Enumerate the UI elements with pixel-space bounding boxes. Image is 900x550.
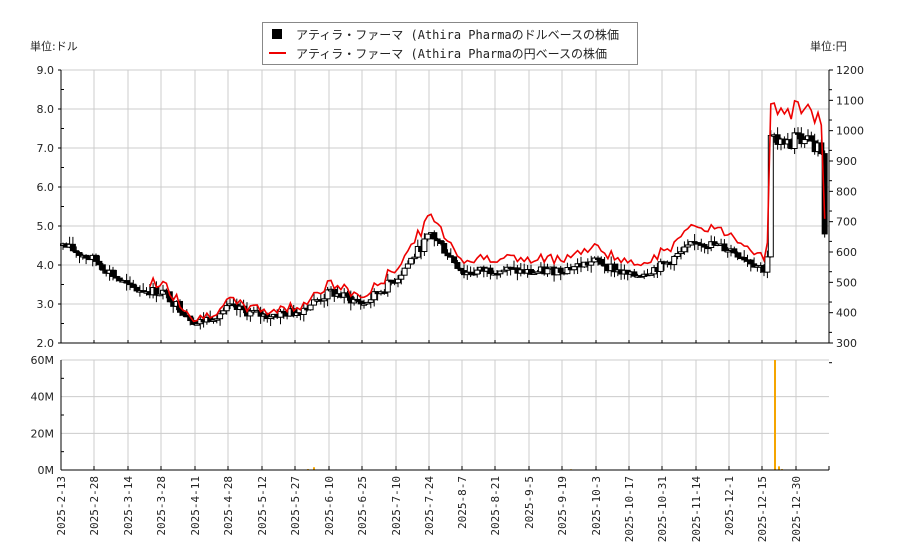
right-axis-unit: 単位:円 — [810, 40, 847, 53]
svg-text:0M: 0M — [38, 464, 55, 477]
volume-bars — [307, 360, 783, 470]
svg-text:2025-5-12: 2025-5-12 — [256, 476, 269, 536]
svg-text:2025-10-31: 2025-10-31 — [656, 476, 669, 542]
svg-text:2025-7-10: 2025-7-10 — [390, 476, 403, 536]
svg-text:900: 900 — [836, 155, 857, 168]
svg-text:2025-6-25: 2025-6-25 — [356, 476, 369, 536]
left-axis-unit: 単位:ドル — [30, 40, 78, 53]
svg-text:2025-7-24: 2025-7-24 — [423, 476, 436, 536]
legend-item-jpy: アティラ・ファーマ (Athira Pharmaの円ベースの株価 — [269, 44, 607, 62]
legend-label-usd: アティラ・ファーマ (Athira Pharmaのドルベースの株価 — [296, 27, 620, 42]
svg-text:600: 600 — [836, 246, 857, 259]
axes-frame — [58, 69, 833, 471]
svg-text:2025-9-5: 2025-9-5 — [523, 476, 536, 529]
svg-text:700: 700 — [836, 216, 857, 229]
svg-text:7.0: 7.0 — [37, 142, 55, 155]
svg-text:1000: 1000 — [836, 125, 864, 138]
svg-text:300: 300 — [836, 337, 857, 350]
legend-item-usd: アティラ・ファーマ (Athira Pharmaのドルベースの株価 — [269, 25, 619, 43]
svg-text:3.0: 3.0 — [37, 298, 55, 311]
svg-text:2025-5-27: 2025-5-27 — [289, 476, 302, 536]
svg-text:2025-3-14: 2025-3-14 — [122, 476, 135, 536]
svg-text:2025-6-10: 2025-6-10 — [323, 476, 336, 536]
svg-text:2025-2-28: 2025-2-28 — [88, 476, 101, 536]
svg-text:2025-10-3: 2025-10-3 — [590, 476, 603, 536]
svg-text:5.0: 5.0 — [37, 220, 55, 233]
svg-text:2025-12-15: 2025-12-15 — [756, 476, 769, 542]
legend-label-jpy: アティラ・ファーマ (Athira Pharmaの円ベースの株価 — [296, 46, 608, 61]
price-candles — [60, 127, 828, 330]
svg-text:1100: 1100 — [836, 94, 864, 107]
svg-text:20M: 20M — [31, 427, 55, 440]
svg-text:9.0: 9.0 — [37, 64, 55, 77]
svg-text:2025-9-19: 2025-9-19 — [556, 476, 569, 536]
svg-text:2025-8-7: 2025-8-7 — [456, 476, 469, 529]
svg-text:2025-8-21: 2025-8-21 — [489, 476, 502, 536]
svg-text:2025-12-1: 2025-12-1 — [723, 476, 736, 536]
svg-text:2025-11-14: 2025-11-14 — [690, 476, 703, 543]
svg-text:4.0: 4.0 — [37, 259, 55, 272]
svg-text:400: 400 — [836, 307, 857, 320]
svg-text:2025-4-11: 2025-4-11 — [189, 476, 202, 536]
svg-text:2025-3-28: 2025-3-28 — [155, 476, 168, 536]
svg-text:800: 800 — [836, 185, 857, 198]
legend: アティラ・ファーマ (Athira Pharmaのドルベースの株価 アティラ・フ… — [262, 22, 638, 65]
black-square-icon — [272, 29, 282, 39]
yen-price-line — [149, 99, 826, 323]
svg-text:2025-4-28: 2025-4-28 — [222, 476, 235, 536]
svg-text:2025-2-13: 2025-2-13 — [55, 476, 68, 536]
svg-text:60M: 60M — [31, 354, 55, 367]
svg-text:6.0: 6.0 — [37, 181, 55, 194]
svg-text:1200: 1200 — [836, 64, 864, 77]
svg-text:2025-10-17: 2025-10-17 — [623, 476, 636, 542]
svg-text:8.0: 8.0 — [37, 103, 55, 116]
axis-labels: 9.0 8.0 7.0 6.0 5.0 4.0 3.0 2.0 1200 1100 1000 900 8… — [31, 64, 865, 542]
svg-text:40M: 40M — [31, 391, 55, 404]
svg-text:500: 500 — [836, 276, 857, 289]
svg-text:2.0: 2.0 — [37, 337, 55, 350]
grid-lines — [60, 69, 829, 471]
svg-text:2025-12-30: 2025-12-30 — [790, 476, 803, 542]
red-line-icon — [269, 52, 286, 54]
